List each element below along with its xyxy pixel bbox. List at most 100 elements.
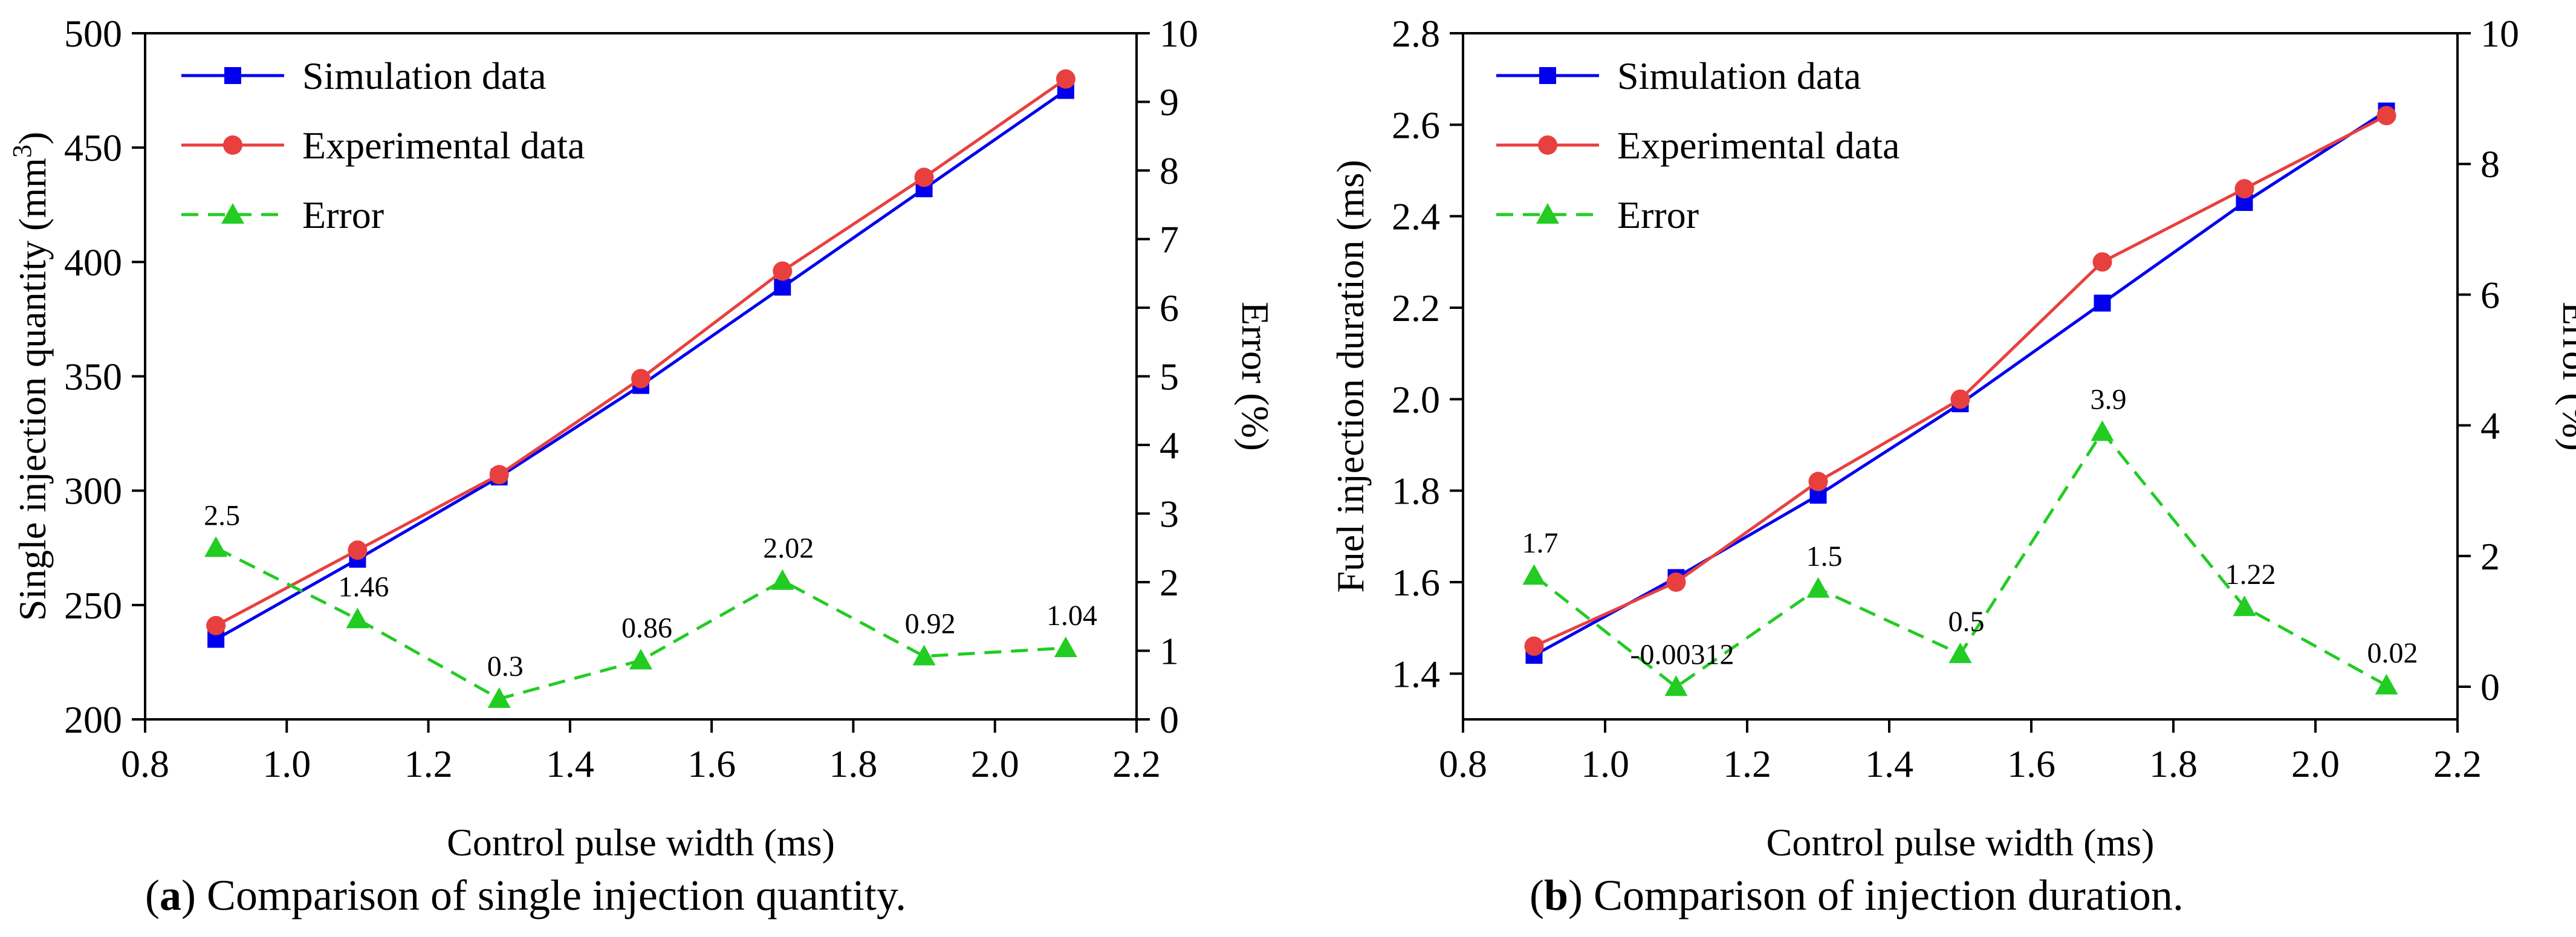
caption-a: (a) Comparison of single injection quant… xyxy=(145,871,907,919)
data-label: 0.86 xyxy=(621,612,672,644)
data-label: 1.7 xyxy=(1522,527,1559,559)
y-tick-label: 450 xyxy=(64,126,122,169)
y2-tick-label: 7 xyxy=(1160,218,1179,261)
x-tick-label: 2.2 xyxy=(1112,742,1161,785)
plot-frame xyxy=(1462,32,2459,721)
data-point xyxy=(773,261,793,281)
x-tick-label: 1.0 xyxy=(262,742,311,785)
y-tick-label: 1.8 xyxy=(1392,470,1440,513)
y-tick-label: 2.4 xyxy=(1392,195,1440,238)
data-label: 1.04 xyxy=(1046,600,1097,632)
data-point xyxy=(2375,673,2398,695)
y2-axis-label: Error (%) xyxy=(1234,302,1277,451)
y-tick-label: 500 xyxy=(64,12,122,55)
y2-tick-label: 3 xyxy=(1160,493,1179,536)
data-point xyxy=(1664,675,1688,696)
y2-tick-label: 2 xyxy=(1160,561,1179,604)
y-tick-label: 2.0 xyxy=(1392,378,1440,421)
y-axis-label-end: ) xyxy=(11,132,54,144)
data-point xyxy=(914,167,934,187)
y2-tick-label: 2 xyxy=(2480,535,2500,578)
data-point xyxy=(348,540,368,560)
x-tick-label: 1.8 xyxy=(2149,742,2198,785)
data-point xyxy=(206,615,226,635)
x-tick-label: 1.4 xyxy=(1865,742,1913,785)
data-point xyxy=(2094,294,2111,312)
y2-tick-label: 10 xyxy=(1160,12,1198,55)
data-point xyxy=(1524,636,1544,656)
y2-tick-label: 9 xyxy=(1160,81,1179,124)
data-point xyxy=(2234,179,2254,199)
data-point xyxy=(631,369,650,389)
legend-marker xyxy=(224,67,241,84)
y-tick-label: 250 xyxy=(64,584,122,627)
legend-marker xyxy=(1539,67,1556,84)
legend-marker xyxy=(1538,135,1557,155)
data-point xyxy=(912,644,936,666)
data-point xyxy=(1950,389,1970,409)
data-label: 3.9 xyxy=(2091,383,2127,415)
data-point xyxy=(346,608,369,629)
y-axis-label: Single injection quantity (mm3) xyxy=(7,132,54,621)
data-point xyxy=(1806,577,1830,598)
x-tick-label: 1.0 xyxy=(1581,742,1629,785)
data-point xyxy=(2376,106,2396,126)
data-label: 1.5 xyxy=(1806,540,1843,572)
series-experimental-data xyxy=(1524,106,2396,656)
y-tick-label: 2.8 xyxy=(1392,12,1440,55)
y-axis-label-main: Fuel injection duration (ms) xyxy=(1329,160,1372,592)
data-label: 0.02 xyxy=(2367,637,2418,669)
series-error: 2.5 1.46 0.3 0.86 2.02 0.92 1.04 xyxy=(204,499,1097,708)
y2-tick-label: 6 xyxy=(2480,273,2500,316)
x-axis-label: Control pulse width (ms) xyxy=(1767,821,2155,864)
chart-b: 0.8 1.0 1.2 1.4 1.6 1.8 2.0 2.2 1.4 1.6 1.8 2.0 2.2 2… xyxy=(1329,12,2576,864)
legend-label: Experimental data xyxy=(302,124,585,167)
y-tick-label: 200 xyxy=(64,698,122,741)
x-tick-label: 1.8 xyxy=(829,742,877,785)
legend-marker xyxy=(223,135,242,155)
y-tick-label: 1.4 xyxy=(1392,652,1440,695)
data-point xyxy=(1054,636,1077,657)
y2-axis-label: Error (%) xyxy=(2555,302,2576,451)
series-error: 1.7 -0.00312 1.5 0.5 3.9 1.22 0.02 xyxy=(1522,383,2418,696)
legend-label: Error xyxy=(302,193,384,236)
y-tick-label: 300 xyxy=(64,470,122,513)
data-point xyxy=(1808,472,1828,491)
x-tick-label: 1.2 xyxy=(404,742,453,785)
data-label: 2.02 xyxy=(763,533,814,565)
x-tick-label: 2.2 xyxy=(2433,742,2482,785)
y2-tick-label: 10 xyxy=(2480,12,2519,55)
x-tick-label: 1.2 xyxy=(1723,742,1771,785)
legend-entry: Simulation data xyxy=(181,54,547,97)
data-point xyxy=(1666,572,1686,592)
y2-tick-label: 0 xyxy=(1160,698,1179,741)
data-label: 1.46 xyxy=(338,571,389,603)
y2-tick-label: 5 xyxy=(1160,355,1179,398)
legend-label: Simulation data xyxy=(302,54,547,97)
legend-entry: Error xyxy=(181,193,384,236)
caption-b: (b) Comparison of injection duration. xyxy=(1530,871,2184,919)
data-label: 0.92 xyxy=(905,608,956,640)
data-point xyxy=(771,569,794,590)
y-tick-label: 2.2 xyxy=(1392,287,1440,329)
legend-entry: Error xyxy=(1496,193,1699,236)
x-axis-label: Control pulse width (ms) xyxy=(447,821,835,864)
x-tick-label: 0.8 xyxy=(121,742,169,785)
data-point xyxy=(2092,252,2112,272)
data-point xyxy=(204,536,228,557)
data-label: 0.3 xyxy=(487,650,524,682)
data-point xyxy=(489,465,509,485)
data-point xyxy=(2091,420,2114,441)
y2-tick-label: 4 xyxy=(2480,404,2500,447)
y2-tick-label: 0 xyxy=(2480,666,2500,708)
legend-label: Experimental data xyxy=(1617,124,1900,167)
x-tick-label: 2.0 xyxy=(2291,742,2340,785)
y-axis-label: Fuel injection duration (ms) xyxy=(1329,160,1372,592)
data-point xyxy=(1948,642,1972,663)
data-point xyxy=(2233,595,2256,617)
x-tick-label: 1.6 xyxy=(2007,742,2055,785)
series-experimental-data xyxy=(206,69,1075,635)
legend-marker xyxy=(1536,203,1559,224)
legend-marker xyxy=(221,203,244,224)
